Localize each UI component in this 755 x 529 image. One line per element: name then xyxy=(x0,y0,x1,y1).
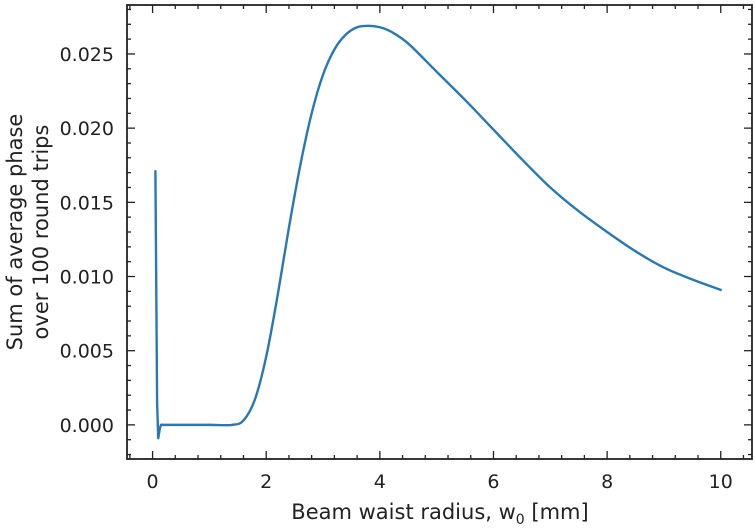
y-tick-label: 0.020 xyxy=(60,118,114,140)
x-tick-label: 4 xyxy=(374,471,386,493)
ticks-layer: 0 2 4 6 8 10 0.000 0.005 0.010 0.015 0.020 0.025 xyxy=(60,5,752,493)
x-tick-label: 8 xyxy=(601,471,613,493)
x-axis-title-subscript: 0 xyxy=(516,512,525,528)
y-tick-label: 0.025 xyxy=(60,44,114,66)
x-tick-label: 10 xyxy=(709,471,733,493)
x-axis-title: Beam waist radius, w0 [mm] xyxy=(291,500,588,528)
y-tick-label: 0.000 xyxy=(60,415,114,437)
y-tick-label: 0.010 xyxy=(60,267,114,289)
x-axis-title-unit: [mm] xyxy=(525,500,589,524)
y-tick-label: 0.005 xyxy=(60,341,114,363)
plot-frame xyxy=(126,4,753,460)
x-tick-label: 6 xyxy=(487,471,499,493)
series-line xyxy=(154,24,722,440)
x-tick-label: 0 xyxy=(147,471,159,493)
plot-layer xyxy=(154,24,722,440)
y-axis-title-line1: Sum of average phase xyxy=(3,114,27,351)
x-tick-label: 2 xyxy=(260,471,272,493)
y-tick-label: 0.015 xyxy=(60,192,114,214)
y-axis-title-line2: over 100 round trips xyxy=(29,125,53,340)
